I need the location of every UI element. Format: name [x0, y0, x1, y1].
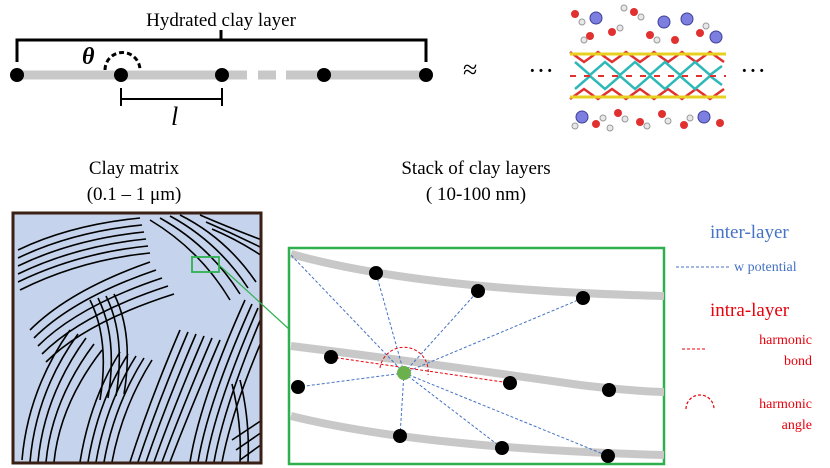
atomistic-clay-image — [569, 4, 726, 132]
bead — [114, 68, 128, 82]
beads — [291, 266, 616, 463]
legend-w-potential: w potential — [734, 260, 797, 275]
approx-symbol: ≈ — [463, 55, 478, 84]
particle-bundle — [129, 329, 221, 463]
bond-length-label: l — [171, 102, 179, 131]
legend-harmonic-bond-line2: bond — [784, 354, 812, 369]
zoom-region-marker — [191, 256, 220, 273]
intra-layer-bond — [330, 356, 511, 384]
inter-layer-potentials — [290, 254, 609, 457]
ellipsis-left: ··· — [528, 56, 554, 85]
clay-matrix-panel — [11, 211, 263, 465]
harmonic-angle-arc — [379, 346, 429, 376]
legend-intra-layer: intra-layer — [710, 300, 790, 321]
bead — [317, 68, 331, 82]
stack-scale: ( 10-100 nm) — [425, 184, 527, 205]
particle-bundle — [21, 329, 103, 463]
particle-bundle — [149, 214, 257, 301]
hydrated-layer-schematic — [10, 30, 433, 106]
legend-angle-arc — [685, 394, 715, 410]
hydrated-layer-title: Hydrated clay layer — [146, 10, 296, 31]
particle-bundle — [189, 299, 261, 463]
particle-bundle — [17, 217, 151, 291]
stack-zoom-panel — [287, 246, 666, 466]
theta-angle-arc — [103, 51, 142, 71]
water-ions-bottom — [571, 109, 724, 132]
theta-label: θ — [82, 44, 95, 70]
center-bead — [397, 366, 411, 380]
legend-harmonic-bond-line1: harmonic — [759, 333, 812, 348]
bead — [419, 68, 433, 82]
bead — [10, 68, 24, 82]
legend-harmonic-angle-line1: harmonic — [759, 397, 812, 412]
legend-harmonic-angle-line2: angle — [781, 418, 812, 433]
water-ions-top — [571, 4, 723, 44]
clay-matrix-scale: (0.1 – 1 μm) — [86, 184, 182, 205]
stack-title: Stack of clay layers — [401, 158, 551, 179]
particle-bundle — [231, 379, 261, 463]
bead — [215, 68, 229, 82]
clay-matrix-title: Clay matrix — [88, 158, 180, 179]
particle-bundle — [79, 351, 153, 463]
zoom-connector — [218, 264, 291, 331]
clay-sheet — [569, 50, 726, 101]
ellipsis-right: ··· — [740, 56, 766, 85]
particle-bundle — [89, 293, 129, 401]
legend-inter-layer: inter-layer — [710, 222, 789, 243]
layer-brace — [15, 30, 428, 62]
bond-length-bracket — [120, 88, 223, 106]
particle-bundle — [199, 214, 261, 257]
